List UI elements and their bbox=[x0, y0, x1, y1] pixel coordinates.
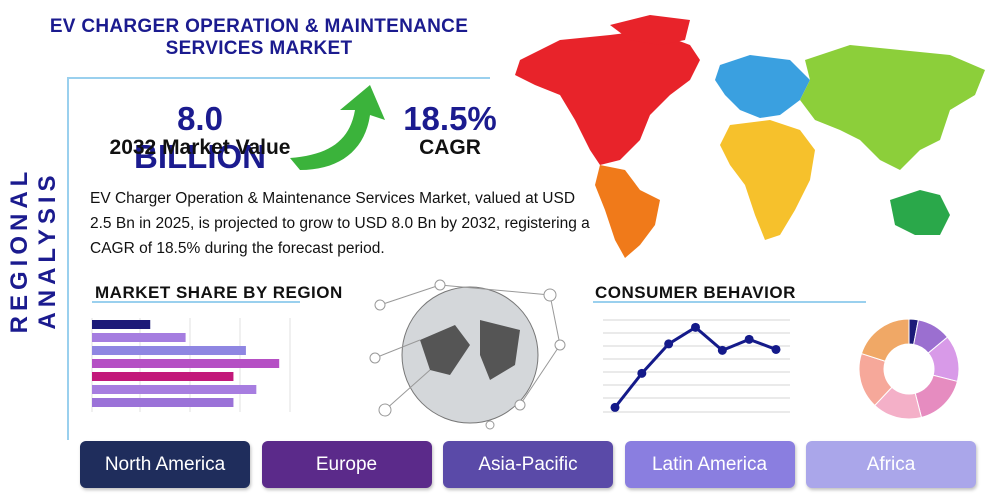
stat-value: 18.5% bbox=[403, 100, 497, 137]
donut-segment bbox=[914, 374, 959, 419]
share-bar bbox=[92, 385, 257, 394]
region-button[interactable]: Asia-Pacific bbox=[443, 441, 613, 488]
behavior-point bbox=[637, 368, 647, 378]
description: EV Charger Operation & Maintenance Servi… bbox=[90, 190, 590, 257]
behavior-point bbox=[691, 322, 700, 332]
growth-arrow bbox=[290, 85, 385, 170]
section-title: CONSUMER BEHAVIOR bbox=[595, 283, 796, 302]
share-bar bbox=[92, 346, 246, 355]
region-button[interactable]: Latin America bbox=[624, 441, 795, 488]
world-map bbox=[515, 15, 985, 258]
stat-label: CAGR bbox=[419, 136, 481, 159]
behavior-point bbox=[664, 339, 674, 349]
region-button[interactable]: Africa bbox=[806, 441, 976, 488]
share-bar bbox=[92, 333, 186, 342]
network-globe bbox=[369, 279, 566, 430]
charts bbox=[92, 318, 960, 420]
plot-grid bbox=[603, 319, 790, 413]
region-button[interactable]: North America bbox=[80, 441, 250, 488]
behavior-point bbox=[744, 334, 754, 344]
donut-segment bbox=[860, 318, 910, 362]
frame-line bbox=[67, 77, 490, 440]
title: EV CHARGER OPERATION & MAINTENANCE SERVI… bbox=[49, 16, 469, 59]
behavior-point bbox=[610, 402, 620, 412]
stat-value: 8.0 BILLION bbox=[134, 100, 266, 175]
share-bar bbox=[92, 372, 234, 381]
behavior-point bbox=[717, 345, 727, 355]
share-bar bbox=[92, 398, 234, 407]
region-button[interactable]: Europe bbox=[261, 441, 432, 488]
side-label: REGIONAL ANALYSIS bbox=[6, 166, 61, 334]
section-title: MARKET SHARE BY REGION bbox=[95, 283, 343, 302]
share-bar bbox=[92, 320, 151, 329]
stat-label: 2032 Market Value bbox=[109, 136, 291, 159]
behavior-point bbox=[771, 344, 781, 354]
share-bar bbox=[92, 359, 280, 368]
